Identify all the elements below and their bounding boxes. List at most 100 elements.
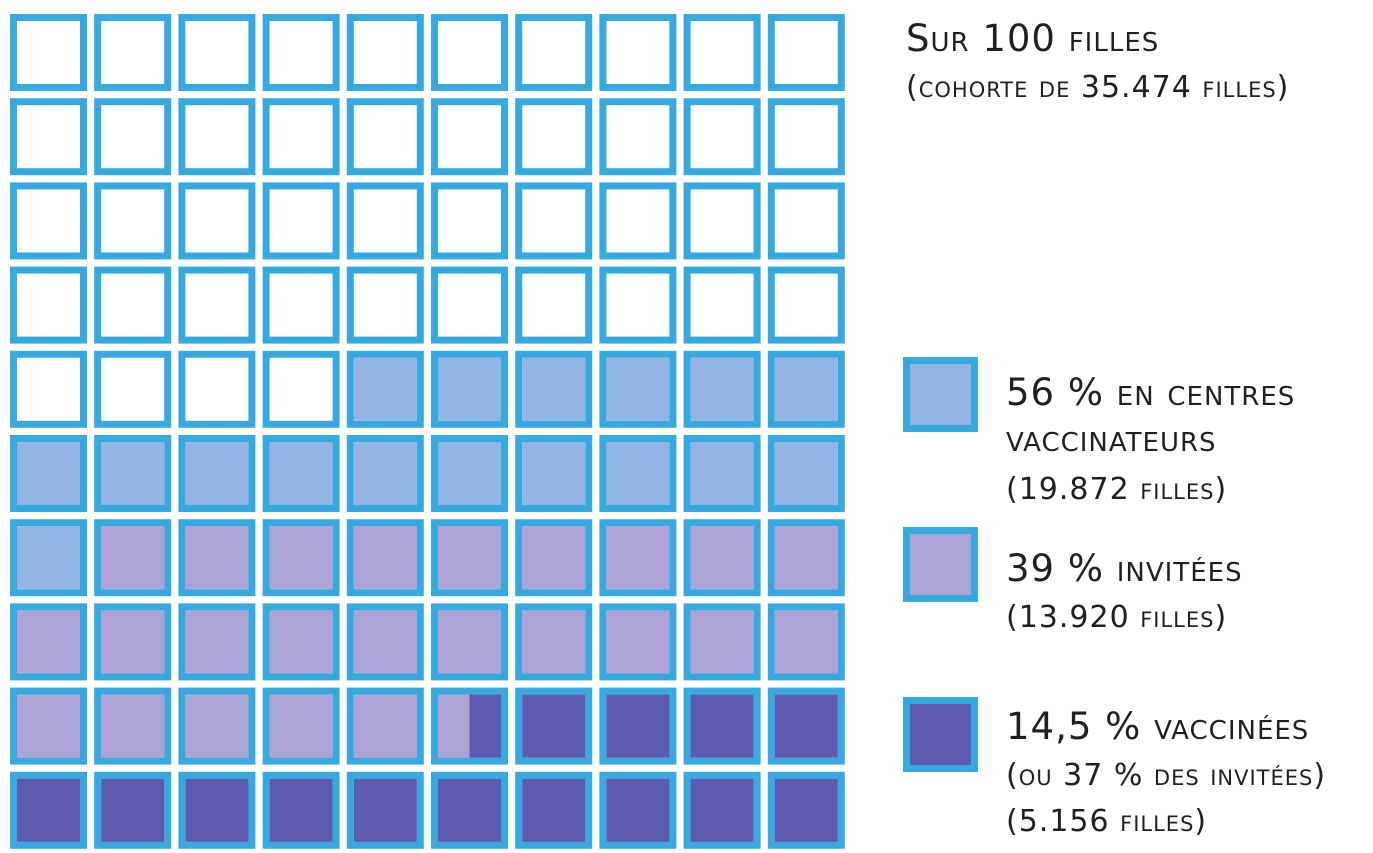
legend-detail: (19.872 filles): [1006, 472, 1228, 507]
waffle-cell: [178, 182, 256, 260]
waffle-fill: [185, 694, 249, 758]
waffle-fill: [101, 694, 165, 758]
waffle-fill: [690, 694, 754, 758]
waffle-cell: [767, 98, 845, 176]
waffle-cell: [262, 350, 340, 428]
waffle-fill: [269, 778, 333, 842]
waffle-cell: [431, 182, 508, 260]
legend-swatch: [903, 697, 978, 772]
waffle-cell: [94, 350, 172, 428]
waffle-fill: [101, 526, 165, 590]
waffle-cell: [431, 98, 508, 176]
waffle-cell: [10, 14, 87, 91]
waffle-fill: [17, 610, 80, 674]
waffle-cell: [262, 14, 340, 91]
waffle-fill: [690, 610, 754, 674]
chart-subtitle: (cohorte de 35.474 filles): [906, 70, 1290, 105]
waffle-cell: [178, 266, 256, 344]
waffle-fill: [269, 610, 333, 674]
waffle-fill: [522, 778, 586, 842]
waffle-fill: [438, 442, 501, 505]
waffle-cell: [599, 266, 677, 344]
legend-label: 56 % en centres vaccinateurs: [1006, 371, 1296, 460]
waffle-fill: [353, 778, 417, 842]
waffle-cell: [10, 182, 87, 260]
waffle-fill: [269, 526, 333, 590]
waffle-fill: [101, 442, 165, 505]
waffle-cell: [94, 98, 172, 176]
waffle-fill: [690, 442, 754, 505]
waffle-cell: [94, 266, 172, 344]
waffle-cell: [346, 98, 424, 176]
waffle-fill: [438, 610, 501, 674]
waffle-cell: [515, 266, 593, 344]
legend-swatch: [903, 357, 978, 432]
waffle-fill: [690, 526, 754, 590]
waffle-cell: [515, 14, 593, 91]
waffle-cell: [683, 266, 761, 344]
legend-note: (ou 37 % des invitées): [1006, 758, 1327, 793]
waffle-fill: [17, 526, 80, 590]
waffle-fill: [269, 442, 333, 505]
waffle-fill: [353, 357, 417, 421]
waffle-fill: [774, 526, 838, 590]
waffle-cell: [346, 14, 424, 91]
waffle-fill: [17, 778, 80, 842]
legend-detail: (5.156 filles): [1006, 804, 1208, 839]
waffle-fill: [438, 526, 501, 590]
waffle-fill: [606, 442, 670, 505]
waffle-cell: [178, 14, 256, 91]
waffle-fill: [269, 694, 333, 758]
waffle-fill: [606, 694, 670, 758]
waffle-fill: [606, 778, 670, 842]
waffle-cell: [346, 266, 424, 344]
legend-label: 39 % invitées: [1006, 547, 1243, 590]
waffle-cell: [767, 14, 845, 91]
waffle-fill: [438, 778, 501, 842]
waffle-cell: [346, 182, 424, 260]
chart-title: Sur 100 filles: [906, 17, 1160, 60]
waffle-fill: [690, 778, 754, 842]
waffle-fill: [101, 610, 165, 674]
waffle-cell: [10, 98, 87, 176]
waffle-fill: [606, 526, 670, 590]
waffle-cell: [515, 182, 593, 260]
waffle-cell: [431, 14, 508, 91]
legend-detail: (13.920 filles): [1006, 600, 1228, 635]
waffle-cell: [10, 350, 87, 428]
waffle-fill: [101, 778, 165, 842]
waffle-fill: [522, 357, 586, 421]
waffle-fill: [353, 694, 417, 758]
waffle-fill: [774, 357, 838, 421]
waffle-fill: [774, 694, 838, 758]
waffle-cell: [262, 266, 340, 344]
waffle-cell: [262, 182, 340, 260]
legend-label: 14,5 % vaccinées: [1006, 705, 1310, 748]
waffle-cell: [10, 266, 87, 344]
waffle-fill: [469, 694, 501, 758]
waffle-cell: [599, 14, 677, 91]
waffle-fill: [774, 442, 838, 505]
waffle-cell: [599, 182, 677, 260]
waffle-cell: [515, 98, 593, 176]
waffle-fill: [522, 610, 586, 674]
waffle-cell: [599, 98, 677, 176]
waffle-fill: [17, 442, 80, 505]
waffle-fill: [353, 442, 417, 505]
waffle-fill: [522, 694, 586, 758]
waffle-cell: [767, 182, 845, 260]
waffle-fill: [185, 526, 249, 590]
waffle-fill: [353, 610, 417, 674]
waffle-fill: [774, 778, 838, 842]
waffle-cell: [683, 14, 761, 91]
waffle-cell: [767, 266, 845, 344]
waffle-cell: [94, 14, 172, 91]
waffle-fill: [185, 442, 249, 505]
waffle-fill: [690, 357, 754, 421]
waffle-fill: [522, 442, 586, 505]
waffle-fill: [353, 526, 417, 590]
waffle-cell: [683, 182, 761, 260]
waffle-cell: [94, 182, 172, 260]
